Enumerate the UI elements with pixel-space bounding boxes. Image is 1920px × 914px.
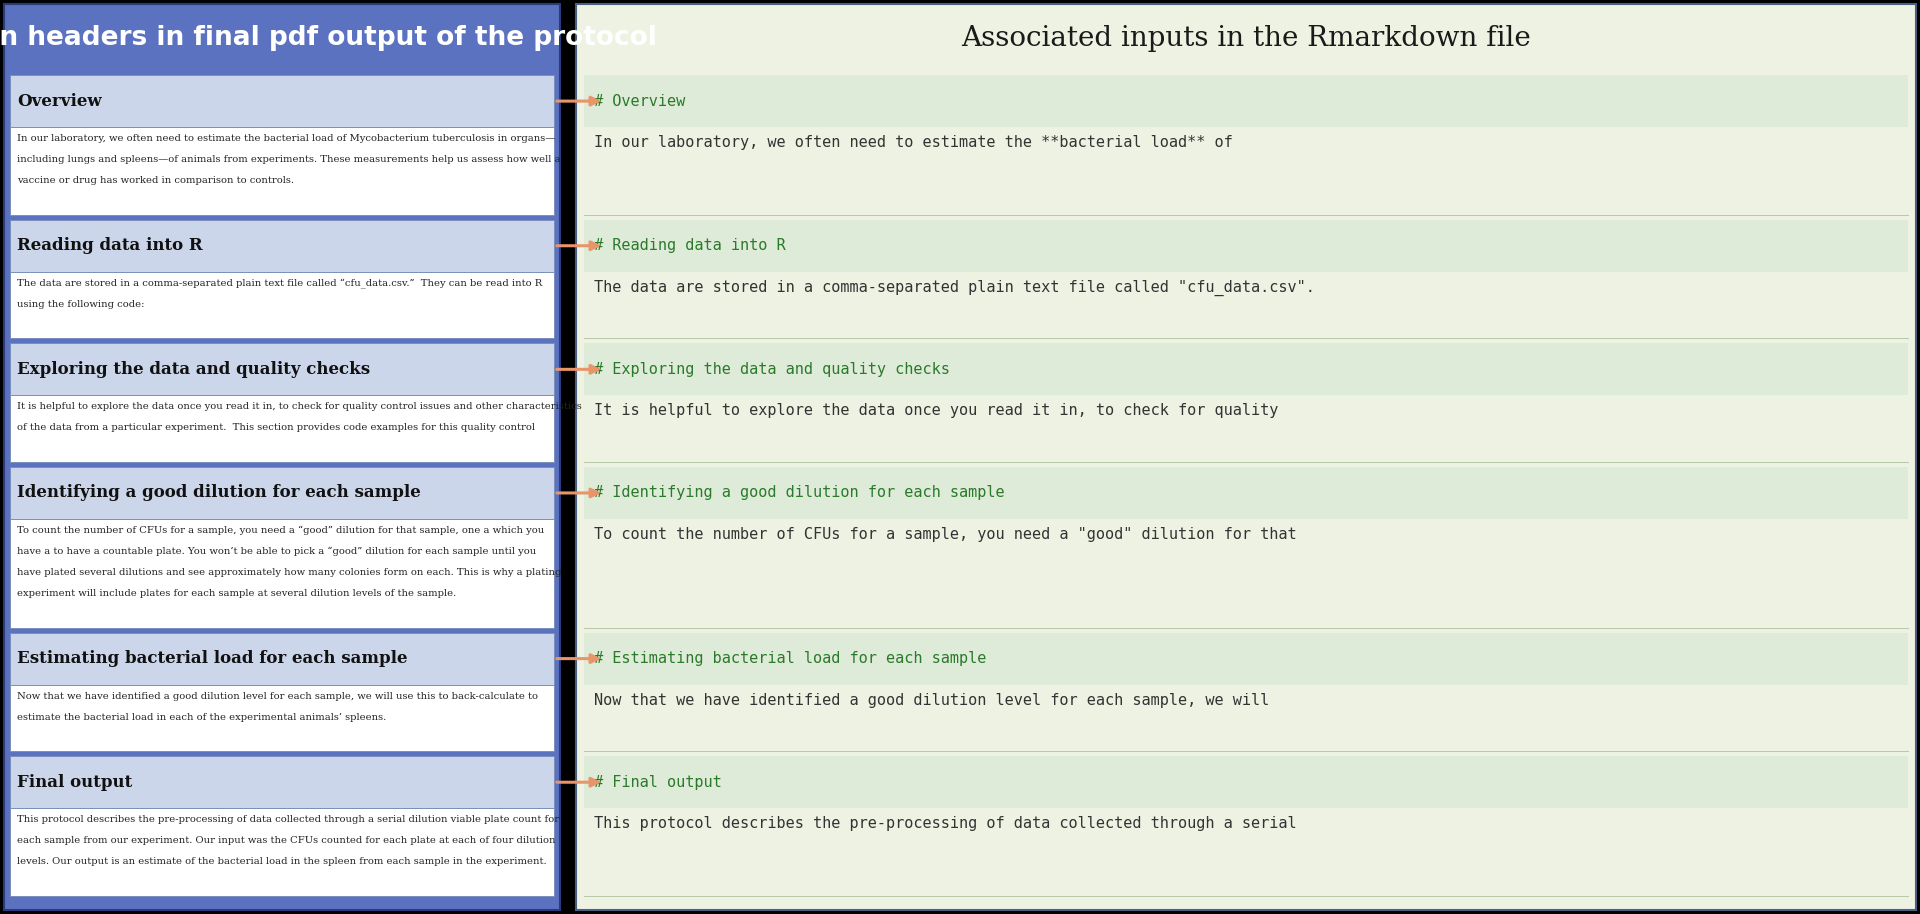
Text: Now that we have identified a good dilution level for each sample, we will: Now that we have identified a good dilut… (593, 693, 1269, 707)
Text: In our laboratory, we often need to estimate the bacterial load of Mycobacterium: In our laboratory, we often need to esti… (17, 134, 555, 143)
Text: The data are stored in a comma-separated plain text file called "cfu_data.csv".: The data are stored in a comma-separated… (593, 280, 1315, 296)
Bar (10, 396, 555, 462)
Text: # Reading data into R: # Reading data into R (593, 239, 785, 253)
Bar (584, 632, 1908, 685)
Bar (584, 685, 1908, 751)
Text: Identifying a good dilution for each sample: Identifying a good dilution for each sam… (17, 484, 420, 502)
Bar (584, 271, 1908, 338)
Text: Final output: Final output (17, 774, 132, 791)
Bar (584, 219, 1908, 271)
Bar (10, 271, 555, 338)
Text: have a to have a countable plate. You won’t be able to pick a “good” dilution fo: have a to have a countable plate. You wo… (17, 547, 536, 557)
Text: levels. Our output is an estimate of the bacterial load in the spleen from each : levels. Our output is an estimate of the… (17, 857, 547, 866)
Bar (576, 4, 1916, 910)
Bar (10, 685, 555, 751)
Bar (584, 344, 1908, 396)
Bar (584, 75, 1908, 127)
Text: Reading data into R: Reading data into R (17, 238, 204, 254)
Bar (10, 632, 555, 685)
Text: Overview: Overview (17, 92, 102, 110)
Text: vaccine or drug has worked in comparison to controls.: vaccine or drug has worked in comparison… (17, 176, 294, 186)
Text: estimate the bacterial load in each of the experimental animals’ spleens.: estimate the bacterial load in each of t… (17, 713, 386, 722)
Bar (10, 219, 555, 271)
Bar (10, 75, 555, 127)
Text: To count the number of CFUs for a sample, you need a "good" dilution for that: To count the number of CFUs for a sample… (593, 527, 1296, 542)
Text: This protocol describes the pre-processing of data collected through a serial: This protocol describes the pre-processi… (593, 816, 1296, 832)
Text: Associated inputs in the Rmarkdown file: Associated inputs in the Rmarkdown file (962, 25, 1530, 51)
Text: The data are stored in a comma-separated plain text file called “cfu_data.csv.” : The data are stored in a comma-separated… (17, 279, 541, 289)
Text: Now that we have identified a good dilution level for each sample, we will use t: Now that we have identified a good dilut… (17, 692, 538, 701)
Bar (10, 519, 555, 628)
Bar (10, 467, 555, 519)
Bar (10, 344, 555, 396)
Text: In our laboratory, we often need to estimate the **bacterial load** of: In our laboratory, we often need to esti… (593, 135, 1233, 150)
Bar (584, 396, 1908, 462)
Text: have plated several dilutions and see approximately how many colonies form on ea: have plated several dilutions and see ap… (17, 569, 561, 577)
Text: each sample from our experiment. Our input was the CFUs counted for each plate a: each sample from our experiment. Our inp… (17, 836, 555, 845)
Text: It is helpful to explore the data once you read it in, to check for quality: It is helpful to explore the data once y… (593, 403, 1279, 419)
Bar (584, 519, 1908, 628)
Bar (10, 808, 555, 896)
Bar (584, 808, 1908, 896)
Text: This protocol describes the pre-processing of data collected through a serial di: This protocol describes the pre-processi… (17, 815, 559, 824)
Text: experiment will include plates for each sample at several dilution levels of the: experiment will include plates for each … (17, 590, 457, 598)
Text: Estimating bacterial load for each sample: Estimating bacterial load for each sampl… (17, 650, 407, 667)
Text: of the data from a particular experiment.  This section provides code examples f: of the data from a particular experiment… (17, 423, 536, 432)
Bar (10, 127, 555, 215)
Bar (10, 756, 555, 808)
Bar (584, 127, 1908, 215)
Text: # Final output: # Final output (593, 775, 722, 790)
Text: # Estimating bacterial load for each sample: # Estimating bacterial load for each sam… (593, 651, 987, 666)
Text: Exploring the data and quality checks: Exploring the data and quality checks (17, 361, 371, 377)
Text: Section headers in final pdf output of the protocol: Section headers in final pdf output of t… (0, 25, 657, 51)
Text: using the following code:: using the following code: (17, 300, 144, 309)
Bar (584, 756, 1908, 808)
Text: # Overview: # Overview (593, 93, 685, 109)
Bar (4, 4, 561, 910)
Text: including lungs and spleens—of animals from experiments. These measurements help: including lungs and spleens—of animals f… (17, 155, 561, 165)
Text: To count the number of CFUs for a sample, you need a “good” dilution for that sa: To count the number of CFUs for a sample… (17, 526, 543, 536)
Text: It is helpful to explore the data once you read it in, to check for quality cont: It is helpful to explore the data once y… (17, 402, 582, 411)
Text: # Exploring the data and quality checks: # Exploring the data and quality checks (593, 362, 950, 377)
Bar (584, 467, 1908, 519)
Text: # Identifying a good dilution for each sample: # Identifying a good dilution for each s… (593, 485, 1004, 501)
